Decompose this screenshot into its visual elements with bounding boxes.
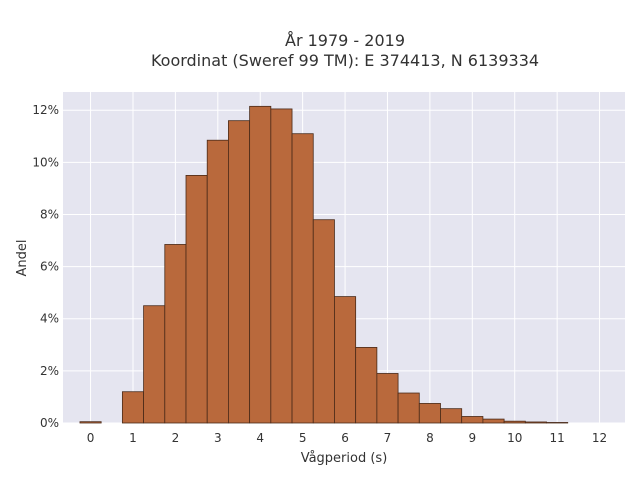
x-axis-ticks: 0 1 2 3 4 5 6 7 8 9 10 11 12 [87,431,607,445]
y-axis-ticks: 0% 2% 4% 6% 8% 10% 12% [32,103,59,430]
histogram-bar [546,422,569,424]
x-tick-label: 12 [592,431,607,445]
histogram-bar [503,420,526,424]
histogram-bar [143,305,166,424]
x-tick-label: 1 [129,431,137,445]
histogram-bar [79,421,102,424]
histogram-bar [270,108,293,424]
histogram-bar [249,105,272,424]
x-axis-label: Vågperiod (s) [301,451,388,466]
histogram-bar [524,421,547,424]
histogram-bar [440,408,463,424]
y-tick-label: 10% [32,155,59,169]
histogram-bar [418,403,441,424]
x-tick-label: 6 [341,431,349,445]
histogram-bar [228,120,251,424]
x-tick-label: 10 [507,431,522,445]
histogram-bar [461,416,484,424]
x-tick-label: 3 [214,431,222,445]
x-tick-label: 4 [256,431,264,445]
histogram-bar [334,296,357,424]
chart-title-line-2: Koordinat (Sweref 99 TM): E 374413, N 61… [151,51,539,70]
x-tick-label: 7 [384,431,392,445]
histogram-bar [312,219,335,424]
x-tick-label: 11 [549,431,564,445]
y-tick-label: 12% [32,103,59,117]
y-tick-label: 8% [40,207,59,221]
histogram-bar [121,391,144,424]
x-tick-label: 5 [299,431,307,445]
y-tick-label: 0% [40,416,59,430]
y-tick-label: 2% [40,364,59,378]
histogram-bar [164,244,187,424]
histogram-bar [355,347,378,424]
y-tick-label: 6% [40,260,59,274]
x-tick-label: 2 [172,431,180,445]
y-tick-label: 4% [40,312,59,326]
histogram-bar [206,139,229,424]
x-tick-label: 0 [87,431,95,445]
histogram-bar [291,133,314,424]
x-tick-label: 9 [468,431,476,445]
y-axis-label: Andel [15,240,30,277]
histogram-bars [79,105,569,424]
histogram-bar [185,175,208,424]
histogram-bar [482,418,505,424]
histogram-bar [376,373,399,424]
histogram-bar [397,392,420,424]
x-tick-label: 8 [426,431,434,445]
chart-title-line-1: År 1979 - 2019 [285,31,405,50]
